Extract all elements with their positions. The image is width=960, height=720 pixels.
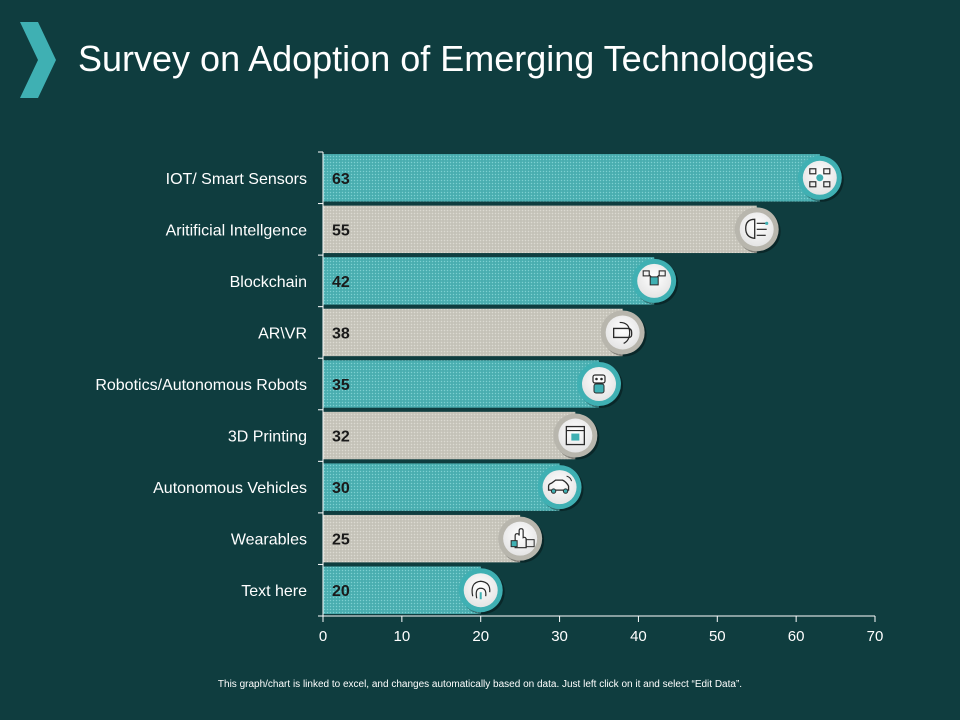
- value-label: 20: [332, 583, 350, 600]
- chevron-icon: [20, 22, 56, 98]
- bar-7: [323, 514, 521, 563]
- value-label: 25: [332, 532, 350, 549]
- category-label: Text here: [241, 583, 307, 600]
- blockchain-icon: [632, 258, 679, 305]
- category-label: Wearables: [231, 532, 307, 549]
- x-tick-label: 70: [867, 628, 884, 645]
- category-label: Blockchain: [230, 274, 307, 291]
- bar-3: [323, 308, 623, 357]
- wearable-hand-icon: [498, 516, 545, 563]
- category-label: 3D Printing: [228, 429, 307, 446]
- category-label: IOT/ Smart Sensors: [166, 171, 307, 188]
- bar-0: [323, 154, 820, 202]
- iot-sensors-icon: [797, 155, 844, 202]
- value-label: 42: [332, 274, 350, 291]
- x-tick-label: 60: [788, 628, 805, 645]
- x-tick-label: 40: [630, 628, 647, 645]
- value-label: 32: [332, 429, 350, 446]
- category-label: Autonomous Vehicles: [153, 480, 307, 497]
- footnote: This graph/chart is linked to excel, and…: [217, 679, 743, 690]
- fingerprint-icon: [458, 568, 505, 615]
- vr-headset-icon: [600, 310, 647, 357]
- bar-1: [323, 205, 757, 254]
- autonomous-car-icon: [537, 465, 584, 512]
- category-label: Aritificial Intellgence: [166, 222, 308, 239]
- x-tick-label: 0: [319, 628, 327, 645]
- x-tick-label: 10: [394, 628, 411, 645]
- x-tick-label: 30: [551, 628, 568, 645]
- category-label: AR\VR: [258, 325, 307, 342]
- x-tick-label: 50: [709, 628, 726, 645]
- bar-4: [323, 360, 599, 408]
- axes-layer: 0 10 20 30 40 50 60 70: [318, 151, 884, 645]
- bar-5: [323, 411, 576, 460]
- robot-icon: [577, 362, 623, 408]
- x-tick-label: 20: [472, 628, 489, 645]
- bar-2: [323, 257, 655, 305]
- value-label: 30: [332, 480, 350, 497]
- value-label: 63: [332, 171, 350, 188]
- value-label: 38: [332, 325, 350, 342]
- bar-8: [323, 566, 481, 614]
- category-label: Robotics/Autonomous Robots: [95, 377, 307, 394]
- 3d-printer-icon: [553, 413, 600, 460]
- bars-layer: IOT/ Smart Sensors 63 Aritificial Intellge…: [95, 154, 844, 615]
- value-label: 35: [332, 377, 350, 394]
- value-label: 55: [332, 222, 350, 239]
- ai-brain-icon: [734, 207, 781, 254]
- slide-title: Survey on Adoption of Emerging Technolog…: [78, 38, 814, 79]
- bar-6: [323, 463, 560, 511]
